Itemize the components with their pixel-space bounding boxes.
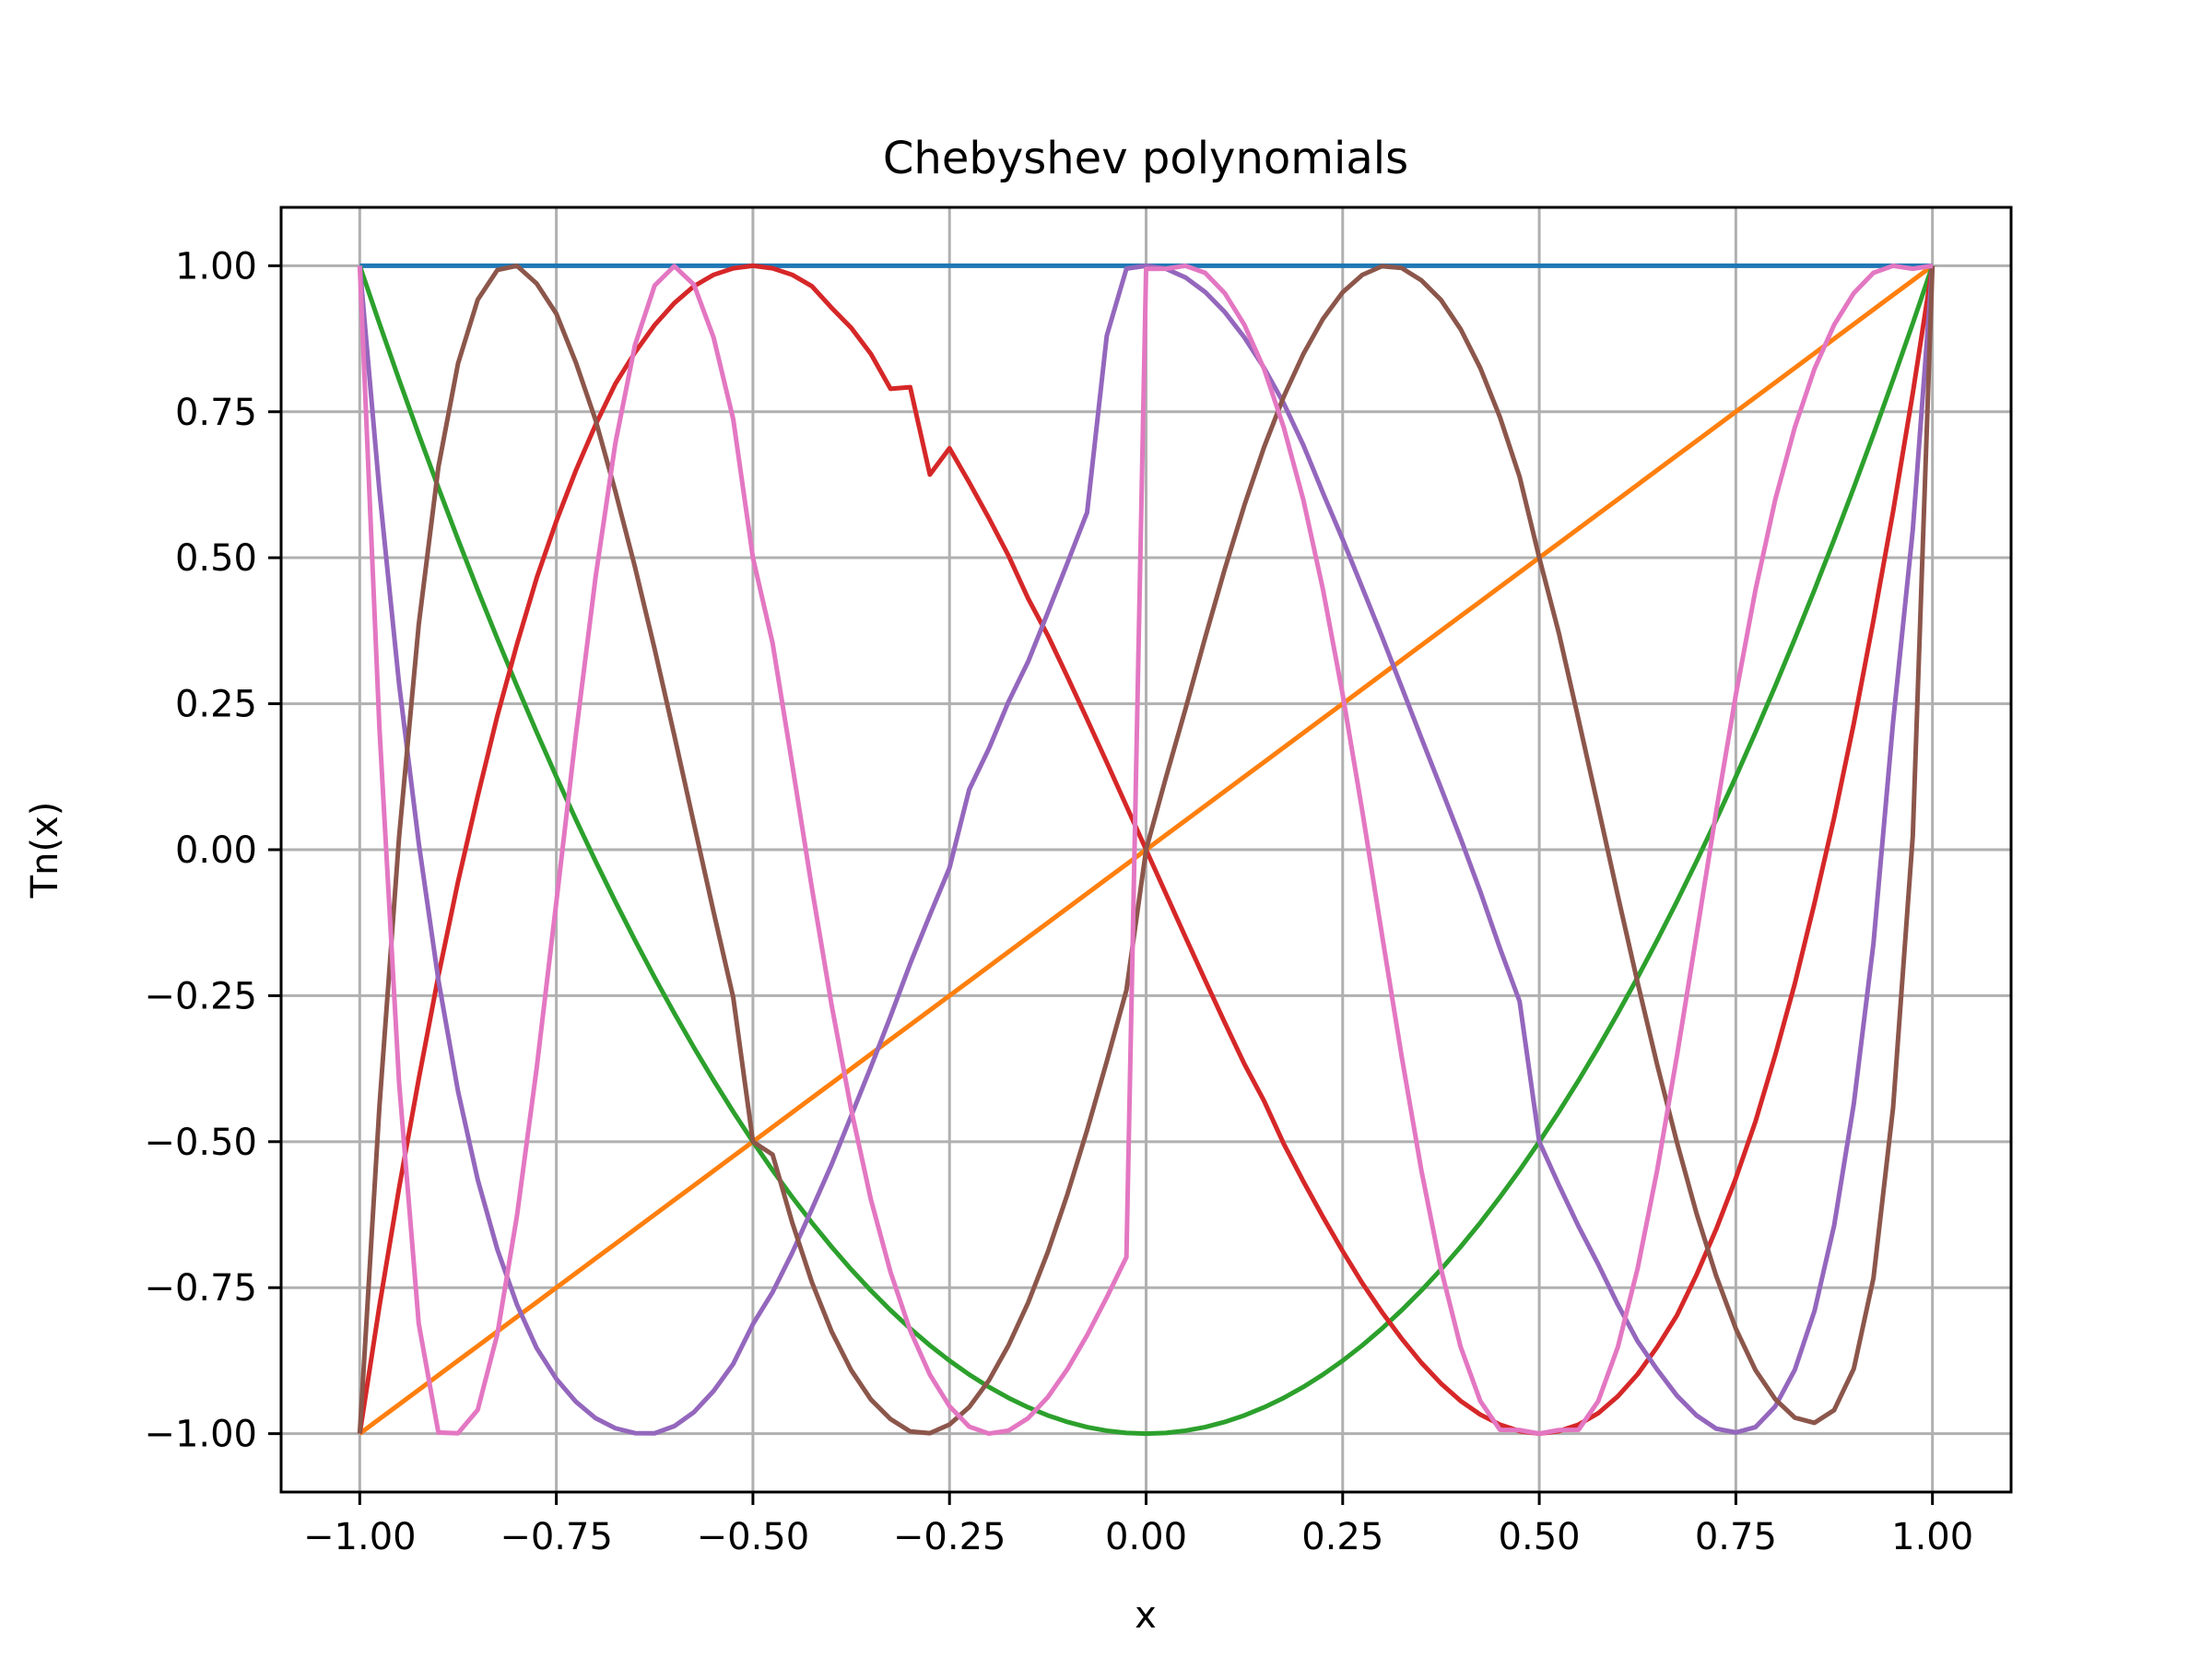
y-tick-label: −1.00 [144,1414,257,1456]
x-tick-label: −0.50 [697,1516,810,1558]
x-tick-label: 1.00 [1891,1516,1973,1558]
series-layer [357,263,1936,1437]
y-tick-label: 0.25 [175,684,257,726]
series-line-5 [357,263,1936,1436]
x-tick-label: −1.00 [303,1516,417,1558]
series-line-2 [357,264,1936,1437]
y-tick-label: 0.50 [175,537,257,580]
series-line-6 [357,263,1934,1437]
y-tick-label: 0.00 [175,829,257,872]
y-tick-label: −0.75 [144,1267,257,1310]
chart-title: Chebyshev polynomials [883,133,1408,184]
series-line-4 [357,263,1936,1436]
tick-layer: −1.00 −0.75 −0.50 −0.25 0.00 0.25 0.50 0.75 1.00… [144,245,1973,1558]
y-tick-label: −0.25 [144,975,257,1017]
x-tick-label: −0.75 [500,1516,613,1558]
x-axis-label: x [1135,1594,1157,1637]
x-tick-label: 0.00 [1105,1516,1187,1558]
x-tick-label: 0.50 [1499,1516,1581,1558]
y-axis-label: Tn(x) [24,802,66,899]
x-tick-label: 0.25 [1301,1516,1383,1558]
y-tick-label: 0.75 [175,392,257,434]
y-tick-label: −0.50 [144,1122,257,1164]
y-tick-label: 1.00 [175,245,257,288]
x-tick-label: −0.25 [893,1516,1006,1558]
x-tick-label: 0.75 [1695,1516,1777,1558]
